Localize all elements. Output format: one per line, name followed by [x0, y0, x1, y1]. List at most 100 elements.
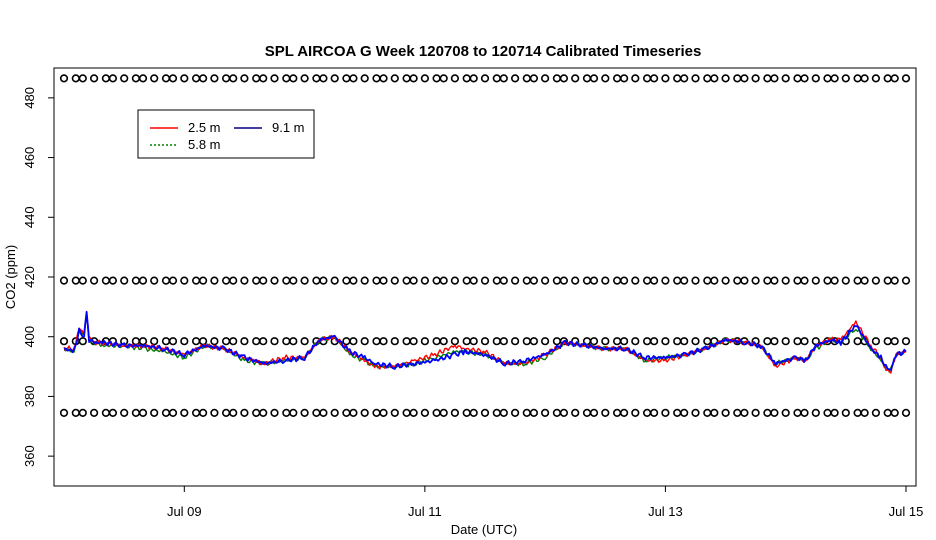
reference-point	[492, 408, 501, 418]
reference-point	[673, 276, 682, 285]
reference-point	[901, 276, 911, 285]
reference-point	[131, 337, 140, 346]
x-axis-label: Date (UTC)	[451, 522, 517, 537]
reference-point	[552, 337, 562, 346]
reference-point	[823, 276, 832, 285]
reference-point	[522, 74, 531, 83]
reference-point	[860, 74, 869, 83]
reference-point	[841, 276, 850, 285]
reference-point	[619, 408, 629, 418]
reference-point	[871, 276, 881, 285]
legend-box	[137, 109, 315, 159]
reference-point	[439, 276, 448, 285]
reference-point	[721, 408, 730, 418]
reference-point	[101, 408, 110, 418]
reference-point	[240, 337, 249, 346]
reference-point	[199, 337, 208, 346]
reference-point	[631, 408, 640, 418]
reference-point	[252, 276, 261, 285]
reference-points	[59, 74, 911, 418]
reference-point	[612, 408, 622, 418]
reference-point	[379, 408, 388, 418]
reference-point	[379, 337, 388, 346]
reference-point	[342, 337, 351, 346]
reference-point	[402, 276, 411, 285]
reference-point	[289, 408, 298, 418]
reference-point	[168, 74, 178, 83]
reference-point	[108, 408, 117, 418]
reference-point	[450, 337, 460, 346]
reference-point	[703, 276, 712, 285]
reference-point	[710, 276, 719, 285]
reference-point	[282, 408, 291, 418]
reference-point	[161, 337, 171, 346]
reference-point	[390, 74, 399, 83]
reference-point	[300, 408, 309, 418]
reference-point	[480, 408, 490, 418]
reference-point	[642, 408, 652, 418]
reference-point	[619, 337, 629, 346]
x-tick-label: Jul 09	[167, 504, 202, 519]
reference-point	[781, 337, 790, 346]
reference-point	[59, 408, 69, 418]
reference-point	[59, 337, 69, 346]
reference-point	[559, 276, 569, 285]
reference-point	[612, 74, 622, 83]
reference-point	[642, 337, 652, 346]
reference-point	[589, 276, 599, 285]
reference-point	[289, 74, 298, 83]
reference-point	[360, 337, 369, 346]
reference-point	[830, 74, 839, 83]
legend-label-2-5m: 2.5 m	[188, 120, 221, 135]
reference-point	[120, 276, 129, 285]
series-line-9-1-m	[63, 310, 907, 371]
reference-point	[703, 74, 712, 83]
reference-point	[89, 276, 99, 285]
y-tick-label: 480	[22, 87, 37, 109]
reference-point	[222, 408, 231, 418]
reference-point	[432, 408, 441, 418]
reference-point	[240, 408, 249, 418]
reference-point	[890, 337, 899, 346]
legend-label-5-8m: 5.8 m	[188, 137, 221, 152]
reference-point	[552, 74, 562, 83]
reference-point	[229, 74, 238, 83]
reference-point	[631, 276, 640, 285]
reference-point	[131, 74, 140, 83]
legend: 2.5 m 9.1 m 5.8 m	[137, 109, 315, 159]
reference-point	[763, 74, 772, 83]
reference-point	[101, 276, 110, 285]
reference-point	[721, 276, 730, 285]
reference-point	[552, 408, 562, 418]
reference-point	[890, 408, 899, 418]
reference-point	[222, 337, 231, 346]
reference-point	[229, 408, 238, 418]
reference-point	[168, 276, 178, 285]
reference-point	[192, 337, 201, 346]
reference-point	[770, 276, 779, 285]
reference-point	[510, 74, 520, 83]
reference-point	[252, 337, 261, 346]
reference-point	[793, 408, 802, 418]
reference-point	[740, 408, 749, 418]
reference-point	[673, 408, 682, 418]
reference-point	[240, 276, 249, 285]
reference-point	[150, 74, 159, 83]
reference-point	[252, 74, 261, 83]
reference-point	[601, 337, 610, 346]
reference-point	[781, 276, 790, 285]
reference-point	[559, 74, 569, 83]
reference-point	[161, 408, 171, 418]
reference-point	[210, 276, 219, 285]
reference-point	[439, 337, 448, 346]
reference-point	[180, 337, 189, 346]
reference-point	[420, 337, 430, 346]
y-tick-label: 460	[22, 147, 37, 169]
reference-point	[529, 408, 539, 418]
reference-point	[860, 276, 869, 285]
reference-point	[319, 408, 328, 418]
reference-point	[180, 408, 189, 418]
reference-point	[631, 337, 640, 346]
x-axis: Jul 09 Jul 11 Jul 13 Jul 15	[167, 486, 923, 519]
reference-point	[330, 276, 339, 285]
